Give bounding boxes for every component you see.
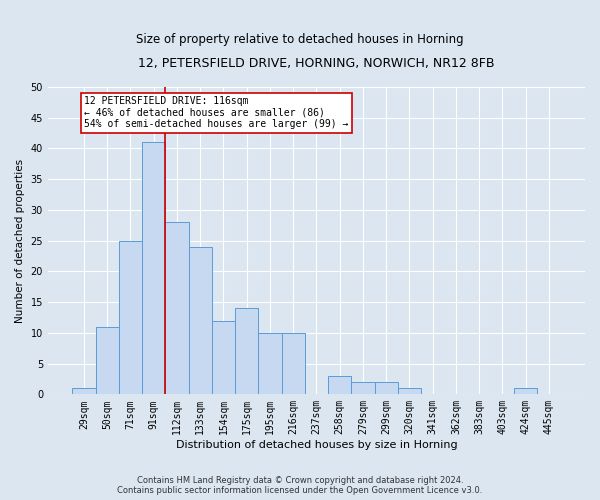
Bar [235, 308, 259, 394]
Text: 12 PETERSFIELD DRIVE: 116sqm
← 46% of detached houses are smaller (86)
54% of se: 12 PETERSFIELD DRIVE: 116sqm ← 46% of de… [85, 96, 349, 130]
Bar [73, 388, 95, 394]
Title: 12, PETERSFIELD DRIVE, HORNING, NORWICH, NR12 8FB: 12, PETERSFIELD DRIVE, HORNING, NORWICH,… [138, 58, 495, 70]
Bar [212, 320, 235, 394]
Bar [142, 142, 166, 394]
Text: Contains HM Land Registry data © Crown copyright and database right 2024.
Contai: Contains HM Land Registry data © Crown c… [118, 476, 482, 495]
Bar [398, 388, 421, 394]
Y-axis label: Number of detached properties: Number of detached properties [15, 158, 25, 322]
Text: Size of property relative to detached houses in Horning: Size of property relative to detached ho… [136, 32, 464, 46]
Bar [95, 326, 119, 394]
Bar [328, 376, 352, 394]
Bar [166, 222, 188, 394]
Bar [188, 247, 212, 394]
Bar [281, 333, 305, 394]
Bar [374, 382, 398, 394]
Bar [119, 240, 142, 394]
X-axis label: Distribution of detached houses by size in Horning: Distribution of detached houses by size … [176, 440, 457, 450]
Bar [514, 388, 538, 394]
Bar [259, 333, 281, 394]
Bar [352, 382, 374, 394]
